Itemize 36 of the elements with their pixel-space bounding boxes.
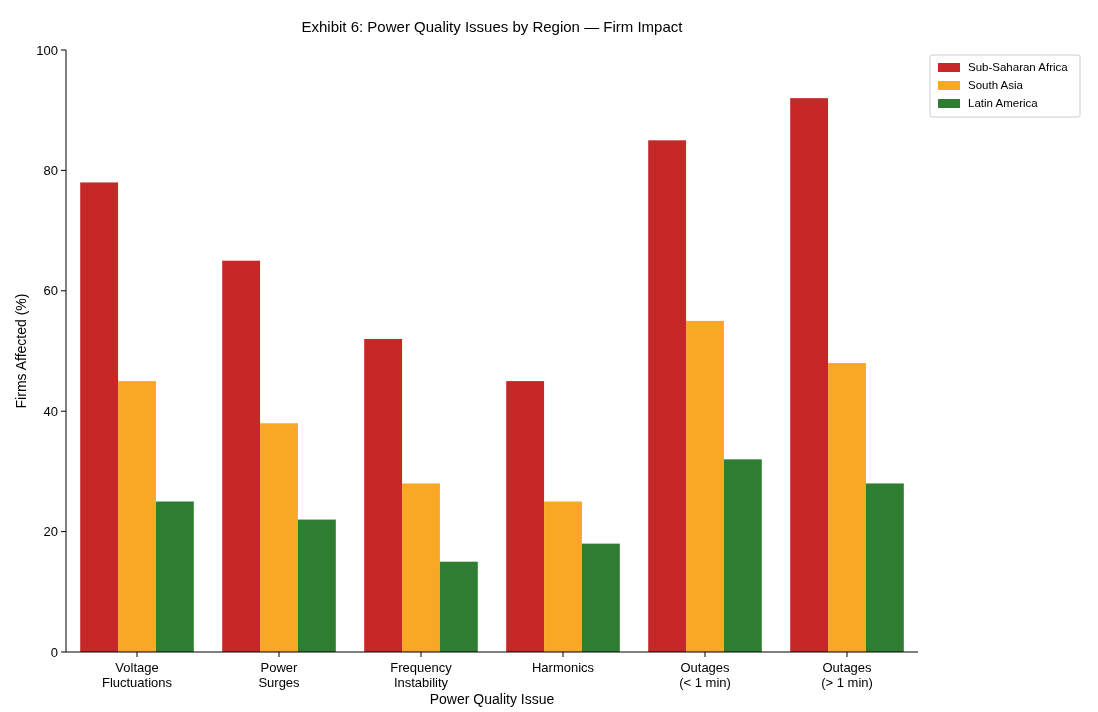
legend-label: Latin America	[968, 97, 1039, 109]
bar	[297, 519, 336, 652]
y-axis-title: Firms Affected (%)	[13, 293, 29, 409]
bar	[828, 363, 866, 652]
bar	[364, 338, 403, 652]
bar	[260, 423, 298, 652]
bar	[80, 182, 119, 652]
x-tick-label: Power Surges	[258, 660, 301, 690]
bar	[648, 140, 687, 652]
x-tick-label: Outages (> 1 min)	[821, 660, 873, 690]
bar	[686, 320, 724, 652]
y-tick-label: 20	[43, 524, 58, 540]
y-tick-label: 80	[43, 162, 58, 178]
x-tick-label: Harmonics	[531, 660, 595, 675]
bar	[118, 381, 156, 652]
y-tick-label: 40	[43, 403, 58, 419]
bar	[222, 260, 261, 652]
x-axis-title: Power Quality Issue	[429, 691, 555, 707]
bar	[790, 98, 829, 652]
y-tick-label: 0	[50, 644, 58, 660]
x-tick-label: Frequency Instability	[390, 660, 453, 690]
chart-title: Exhibit 6: Power Quality Issues by Region — Firm Impact	[301, 18, 684, 35]
y-tick-label: 100	[36, 42, 58, 58]
legend-label: Sub-Saharan Africa	[968, 61, 1069, 73]
bar	[155, 501, 194, 652]
x-tick-label: Voltage Fluctuations	[101, 660, 173, 690]
bar	[723, 459, 762, 652]
bar	[402, 483, 440, 652]
bar	[865, 483, 904, 652]
bar	[581, 543, 620, 652]
bar	[506, 381, 545, 652]
bar	[439, 561, 478, 652]
bar	[544, 501, 582, 652]
legend-label: South Asia	[968, 79, 1024, 91]
y-tick-label: 60	[43, 283, 58, 299]
x-tick-label: Outages (< 1 min)	[679, 660, 731, 690]
